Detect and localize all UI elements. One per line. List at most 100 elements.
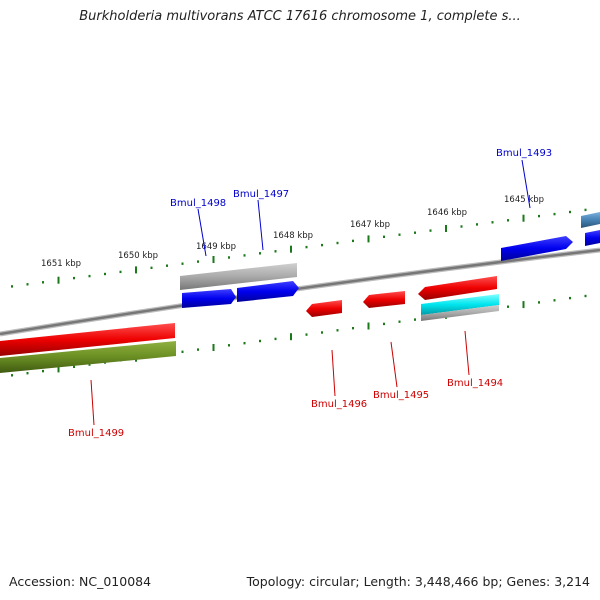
leader-bmul-1499 — [90, 379, 95, 426]
leader-bmul-1496 — [331, 349, 336, 397]
gene-steel-edge[interactable] — [581, 212, 600, 228]
leader-bmul-1494 — [464, 330, 470, 376]
forward-strand-features — [180, 212, 600, 308]
gene-forward-edge-arrow[interactable] — [585, 230, 600, 246]
upper-track-minor-tick — [166, 264, 168, 267]
lower-track-minor-tick — [88, 363, 91, 366]
lower-track-minor-tick — [507, 305, 509, 308]
gene-labels: Bmul_1493 Bmul_1494 Bmul_1495 Bmul_1496 … — [68, 148, 552, 439]
reverse-strand-features — [0, 276, 499, 373]
lower-track-minor-tick — [274, 337, 277, 341]
gene-bmul-1494-cyan[interactable] — [421, 294, 499, 315]
upper-track-minor-tick — [181, 262, 184, 265]
upper-track-minor-tick — [150, 266, 153, 269]
lower-track-minor-tick — [243, 342, 246, 345]
kbp-label-1650: 1650 kbp — [118, 251, 158, 261]
lower-track-minor-tick — [398, 320, 401, 323]
upper-track-minor-tick — [104, 272, 106, 276]
lower-track-major-tick — [522, 301, 525, 309]
lower-track-minor-tick — [259, 339, 261, 343]
gene-bmul-1494-gray[interactable] — [421, 305, 499, 321]
upper-track-minor-tick — [42, 281, 44, 284]
lower-track-minor-tick — [569, 296, 571, 300]
gene-bmul-1495-arrow[interactable] — [363, 291, 405, 308]
upper-track-minor-tick — [11, 285, 13, 288]
upper-track-minor-tick — [305, 245, 308, 249]
lower-track-minor-tick — [538, 301, 540, 304]
upper-track-minor-tick — [507, 219, 509, 222]
upper-track-minor-tick — [336, 241, 339, 245]
leader-bmul-1497 — [257, 199, 264, 251]
upper-track-minor-tick — [274, 250, 277, 253]
lower-track-minor-tick — [336, 329, 339, 332]
lower-track-minor-tick — [11, 374, 13, 377]
gene-bmul-1497-arrow[interactable] — [237, 281, 299, 302]
upper-track-minor-tick — [88, 274, 91, 278]
upper-track-major-tick — [522, 214, 525, 222]
upper-track-major-tick — [367, 235, 370, 243]
gene-bmul-1496-arrow[interactable] — [306, 300, 342, 317]
gene-bmul-1494-arrow[interactable] — [418, 276, 497, 300]
upper-track-minor-tick — [243, 254, 246, 257]
topology-info: Topology: circular; Length: 3,448,466 bp… — [246, 574, 590, 589]
lower-track-minor-tick — [197, 348, 199, 351]
lower-track-minor-tick — [228, 344, 230, 347]
kbp-label-1645: 1645 kbp — [504, 195, 544, 205]
lower-track-minor-tick — [321, 331, 323, 334]
upper-track-minor-tick — [321, 243, 323, 247]
gene-bmul-1493-arrow[interactable] — [501, 236, 573, 261]
lower-track-major-tick — [367, 322, 370, 330]
upper-track-minor-tick — [414, 231, 416, 234]
gene-label-bmul-1496[interactable]: Bmul_1496 — [311, 399, 367, 410]
gene-label-leaders — [90, 159, 531, 426]
gene-label-bmul-1494[interactable]: Bmul_1494 — [447, 378, 503, 389]
gene-bmul-1498-gray[interactable] — [180, 263, 297, 290]
upper-track-minor-tick — [584, 208, 587, 212]
lower-track-minor-tick — [414, 318, 416, 321]
gene-label-bmul-1497[interactable]: Bmul_1497 — [233, 189, 289, 200]
upper-track-minor-tick — [429, 229, 432, 232]
gene-bmul-1499-red[interactable] — [0, 323, 175, 356]
upper-track-minor-tick — [569, 210, 571, 214]
lower-track-minor-tick — [305, 333, 308, 336]
lower-track-minor-tick — [383, 322, 385, 326]
upper-track-minor-tick — [491, 221, 494, 224]
kbp-label-1648: 1648 kbp — [273, 231, 313, 241]
upper-track-minor-tick — [197, 260, 199, 263]
upper-track-major-tick — [57, 276, 60, 284]
upper-track-minor-tick — [460, 225, 463, 228]
upper-track-minor-tick — [476, 223, 478, 226]
gene-label-bmul-1499[interactable]: Bmul_1499 — [68, 428, 124, 439]
gene-bmul-1499-olive[interactable] — [0, 341, 176, 373]
lower-track-major-tick — [57, 365, 60, 373]
upper-track-minor-tick — [553, 212, 556, 216]
kbp-label-1647: 1647 kbp — [350, 220, 390, 230]
lower-track-minor-tick — [42, 369, 44, 373]
kbp-label-1649: 1649 kbp — [196, 242, 236, 252]
upper-track-minor-tick — [538, 214, 540, 218]
gene-bmul-1498-arrow[interactable] — [182, 289, 236, 308]
lower-track-minor-tick — [73, 365, 75, 368]
lower-track-minor-tick — [584, 294, 587, 298]
accession-info: Accession: NC_010084 — [9, 574, 152, 589]
upper-track-minor-tick — [352, 239, 354, 243]
upper-track-minor-tick — [259, 252, 261, 255]
leader-bmul-1498 — [197, 208, 207, 257]
upper-track-major-tick — [212, 256, 215, 263]
upper-track-minor-tick — [26, 283, 29, 286]
upper-track-minor-tick — [228, 256, 230, 259]
gene-label-bmul-1495[interactable]: Bmul_1495 — [373, 390, 429, 401]
lower-track-minor-tick — [181, 350, 184, 353]
gene-label-bmul-1493[interactable]: Bmul_1493 — [496, 148, 552, 159]
upper-track-minor-tick — [398, 233, 401, 236]
lower-track-major-tick — [212, 344, 215, 351]
lower-track-minor-tick — [352, 327, 354, 330]
upper-track-major-tick — [135, 266, 137, 274]
upper-track-minor-tick — [73, 276, 75, 280]
chromosome-backbone — [0, 247, 600, 337]
leader-bmul-1495 — [390, 341, 398, 388]
gene-label-bmul-1498[interactable]: Bmul_1498 — [170, 198, 226, 209]
kbp-label-1646: 1646 kbp — [427, 208, 467, 218]
